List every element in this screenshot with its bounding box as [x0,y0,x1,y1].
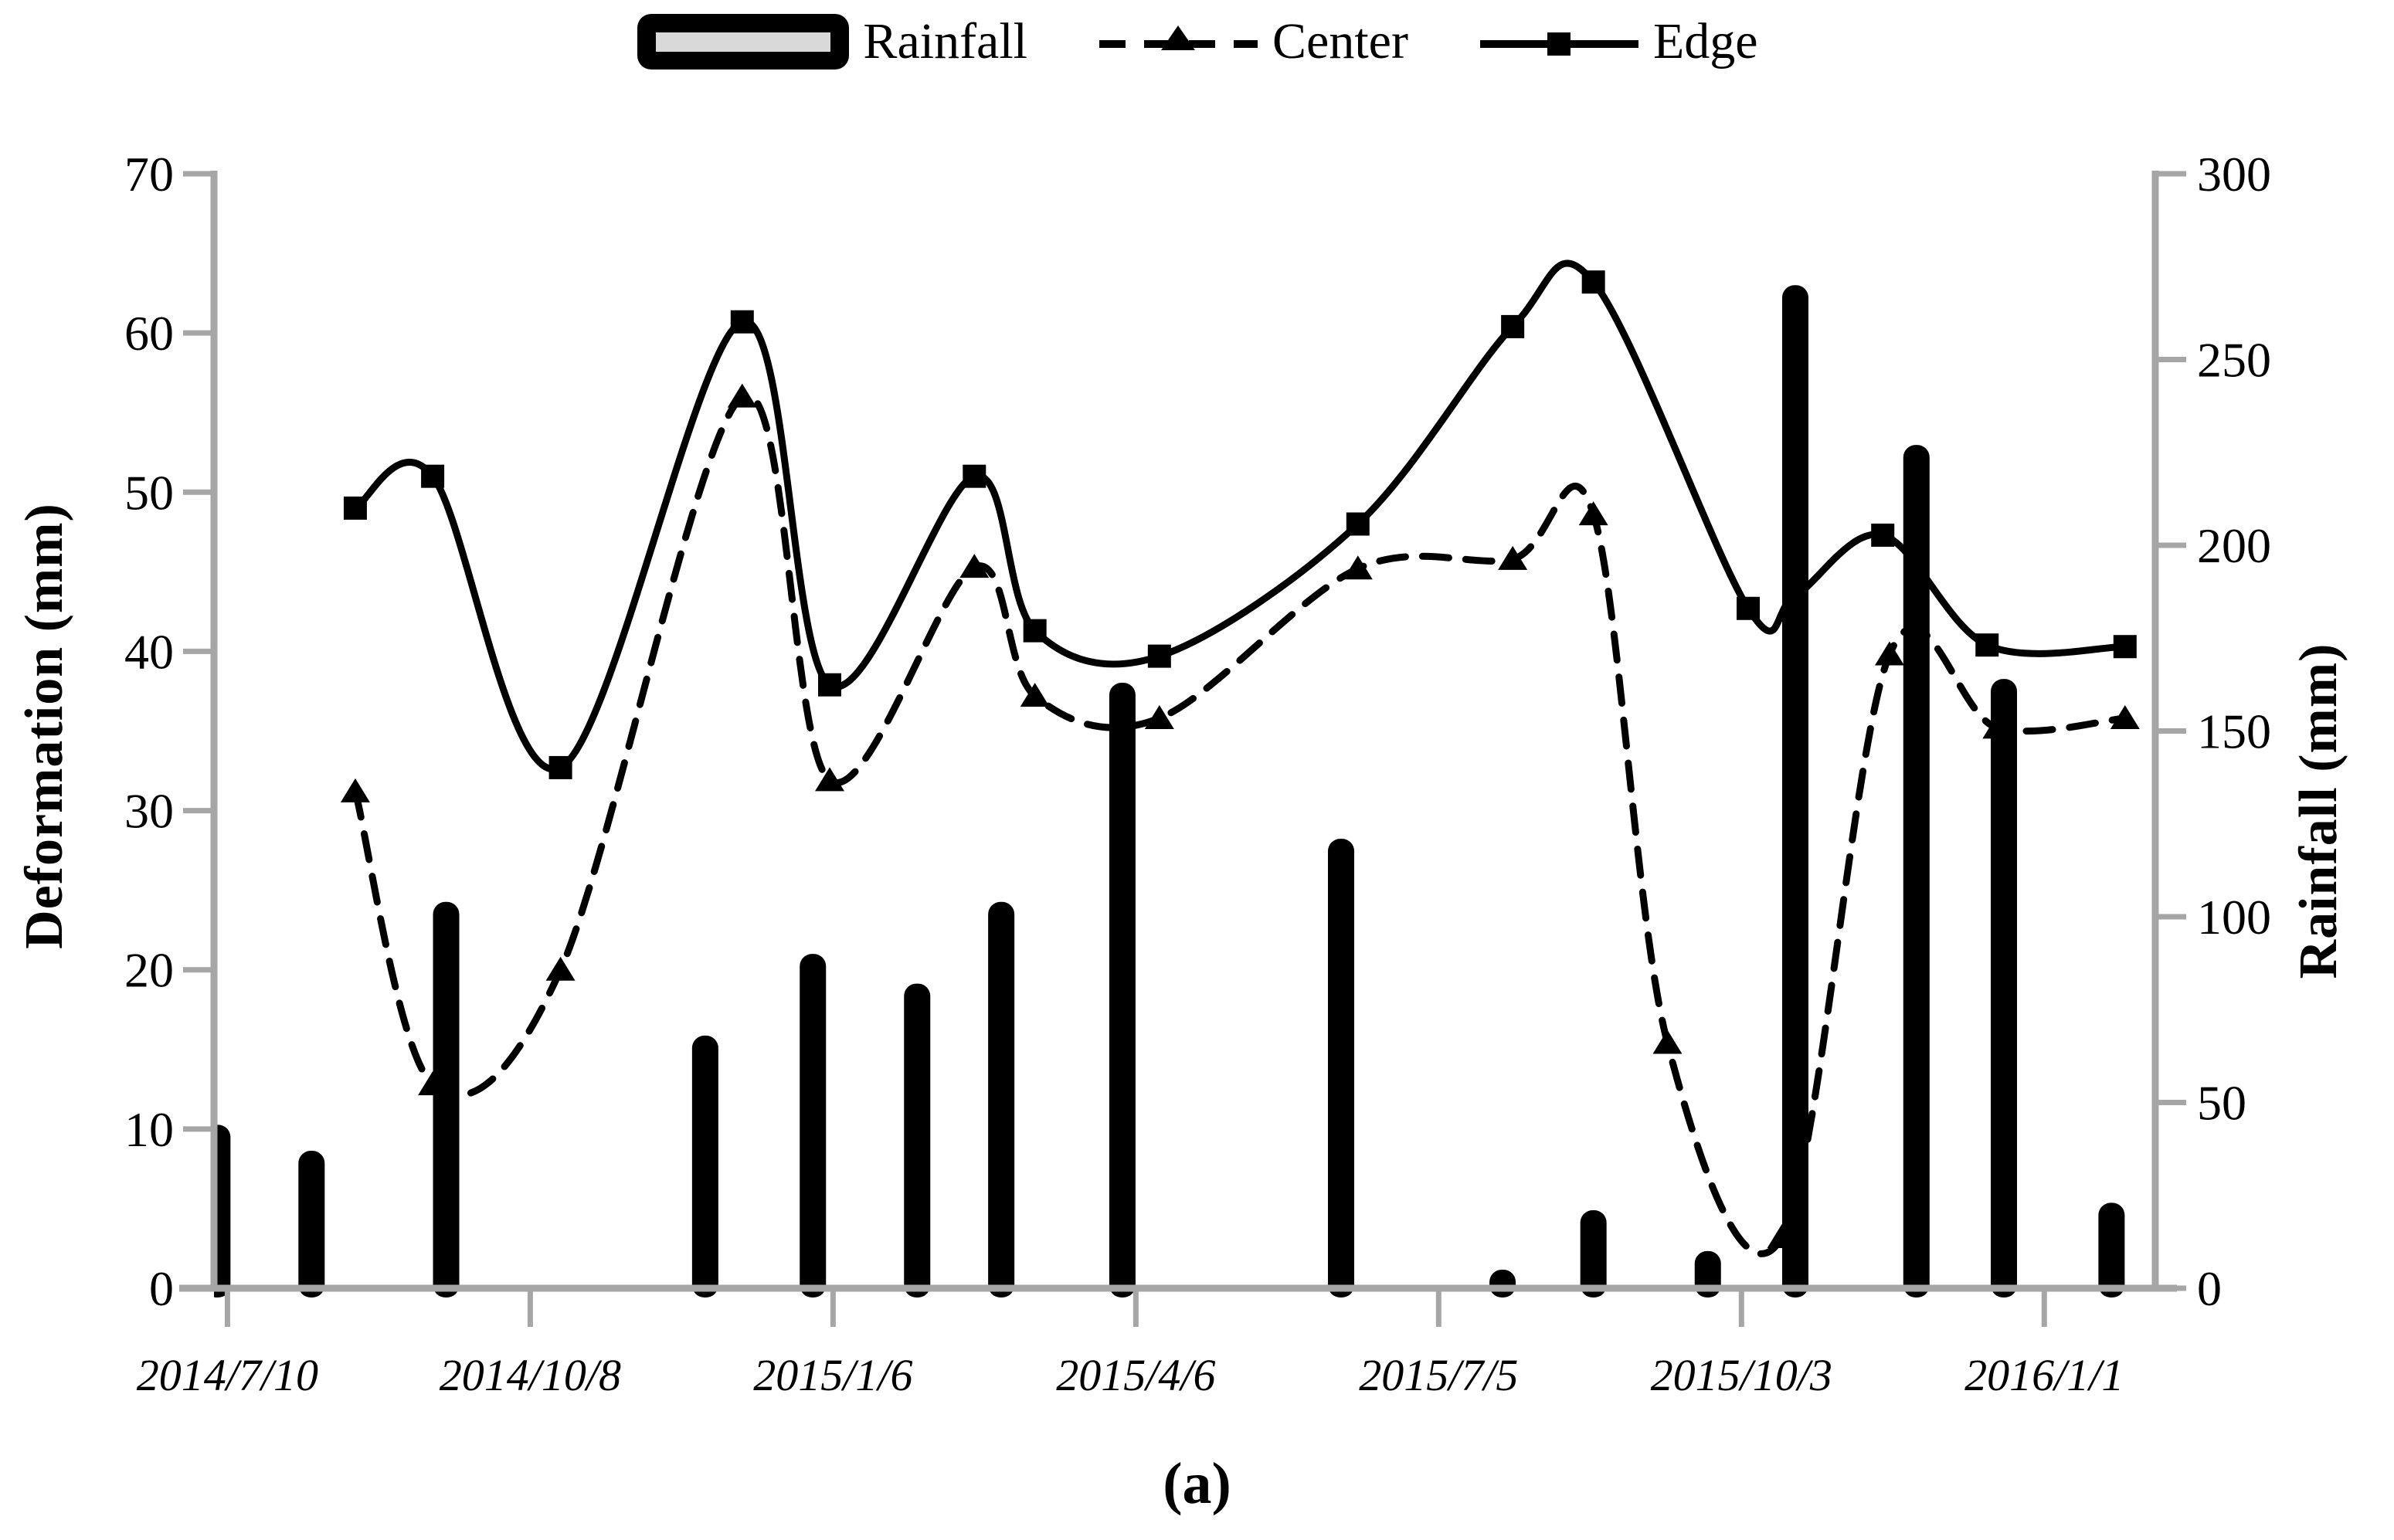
rainfall-bar [1109,682,1136,1297]
edge-marker-square [1783,584,1807,608]
edge-marker-square [730,310,754,334]
edge-marker-square [1737,596,1761,620]
legend-item-center: Center [1095,15,1408,69]
center-marker-triangle [1578,501,1608,526]
rainfall-bar-swatch-icon [637,14,850,70]
legend-label-edge: Edge [1652,13,1758,70]
right-axis-tick-label: 0 [2197,1261,2222,1316]
center-marker-triangle [959,554,990,578]
center-marker-triangle [545,956,576,981]
rainfall-bar [433,901,460,1297]
center-marker-triangle [1144,705,1174,730]
edge-marker-square [2113,635,2137,659]
rainfall-bar [2098,1202,2125,1297]
edge-marker-square [1501,314,1525,338]
legend-item-rainfall: Rainfall [636,11,1027,73]
edge-marker-square [1581,270,1605,294]
center-marker-triangle [1498,545,1528,570]
rainfall-bar [214,1124,231,1297]
rainfall-bar [1903,445,1930,1297]
center-marker-triangle [2110,705,2140,730]
x-axis-tick-label: 2015/7/5 [1359,1350,1518,1400]
center-marker-triangle [1652,1029,1683,1054]
right-axis-tick-label: 150 [2197,704,2271,759]
left-axis-tick-label: 60 [124,306,174,361]
rainfall-bar [904,983,931,1297]
x-axis-tick-label: 2015/4/6 [1056,1350,1215,1400]
x-axis-tick-label: 2014/10/8 [440,1350,621,1400]
right-axis-tick-label: 300 [2197,147,2271,202]
left-axis-tick-label: 70 [124,147,174,202]
edge-marker-square [343,496,367,520]
edge-marker-square [1023,619,1047,643]
left-axis-tick-label: 0 [149,1261,174,1316]
left-axis-tick-label: 20 [124,943,174,998]
rainfall-bar [691,1035,718,1297]
rainfall-bar [988,901,1015,1297]
rainfall-bar [1489,1269,1516,1297]
edge-marker-square [1871,523,1895,547]
center-marker-triangle [815,767,845,792]
legend-label-center: Center [1272,13,1408,70]
rainfall-bar [298,1151,325,1297]
rainfall-bar [1580,1209,1607,1297]
axis-ticks [183,171,2186,1327]
right-axis-tick-label: 250 [2197,333,2271,388]
x-axis-tick-label: 2014/7/10 [137,1350,318,1400]
edge-marker-square [963,464,986,488]
right-axis-title: Rainfall (mm) [2289,643,2348,979]
right-axis-tick-label: 50 [2197,1076,2246,1131]
left-axis-tick-label: 50 [124,465,174,520]
left-axis-title: Deformation (mm) [15,503,74,949]
center-marker-triangle [1874,641,1904,666]
edge-solid-line-square-icon [1479,32,1638,56]
legend-item-edge: Edge [1476,15,1758,69]
x-axis-tick-label: 2015/1/6 [753,1350,912,1400]
x-axis-tick-label: 2015/10/3 [1651,1350,1832,1400]
rainfall-bars [214,285,2125,1297]
center-line [351,391,2129,1257]
center-marker-triangle [727,383,757,408]
center-marker-triangle [340,778,370,802]
x-axis-tick-label: 2016/1/1 [1964,1350,2124,1400]
rainfall-swatch-inner-bar [656,32,831,52]
rainfall-bar [1991,679,2018,1297]
right-axis-tick-label: 200 [2197,518,2271,573]
edge-marker-square [548,755,572,779]
rainfall-bar [1328,838,1355,1297]
center-marker-triangle [1343,555,1373,580]
edge-marker-square [421,464,445,488]
left-axis-tick-label: 40 [124,624,174,679]
rainfall-bar [800,954,827,1297]
center-dashed-line-triangle-icon [1099,25,1258,50]
center-series [340,383,2140,1257]
edge-series [343,259,2137,779]
left-axis-tick-label: 30 [124,784,174,839]
edge-line [351,259,2129,773]
axes [179,171,2177,1292]
edge-marker-square [1346,512,1370,536]
center-marker-triangle [1020,683,1050,707]
left-axis-tick-label: 10 [124,1102,174,1157]
edge-marker-square [1147,644,1171,668]
edge-marker-square [1975,633,1999,657]
legend: Rainfall Center Edge [0,11,2394,73]
center-marker-triangle [1767,1224,1797,1249]
center-marker-triangle [1982,714,2012,739]
legend-label-rainfall: Rainfall [863,13,1028,70]
rainfall-bar [1781,285,1808,1297]
right-axis-tick-label: 100 [2197,890,2271,945]
center-marker-triangle [418,1071,448,1096]
edge-marker-square [818,673,842,697]
figure-caption: (a) [1163,1451,1231,1516]
